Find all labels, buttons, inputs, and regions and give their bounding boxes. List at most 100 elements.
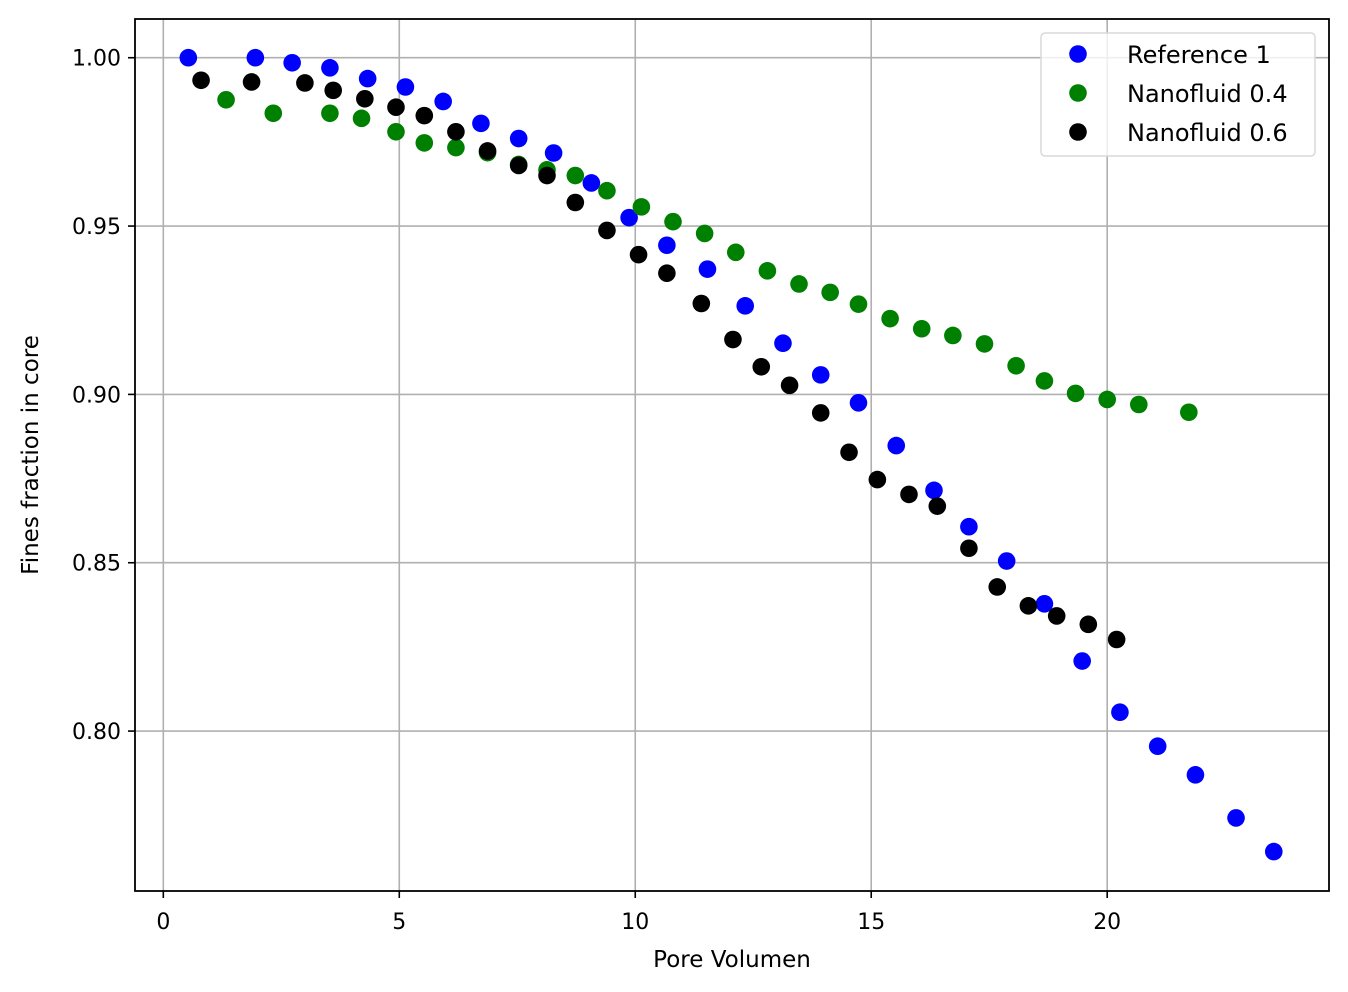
- data-point: [736, 297, 755, 315]
- x-tick-label: 20: [1093, 910, 1121, 935]
- legend-box: [1040, 32, 1316, 157]
- data-point: [881, 309, 899, 328]
- data-point: [632, 198, 651, 216]
- data-point: [566, 193, 585, 212]
- legend-marker: [1069, 45, 1087, 63]
- y-tick-label: 0.90: [72, 383, 121, 408]
- data-point: [960, 539, 978, 558]
- data-point: [283, 53, 301, 72]
- legend-label: Nanofluid 0.6: [1127, 119, 1288, 147]
- data-point: [264, 104, 283, 123]
- data-point: [192, 71, 210, 90]
- data-point: [1035, 595, 1054, 613]
- data-point: [724, 330, 742, 349]
- data-point: [1098, 390, 1116, 409]
- data-point: [811, 366, 830, 384]
- data-point: [997, 552, 1016, 570]
- data-point: [582, 174, 601, 192]
- data-point: [358, 69, 377, 88]
- data-point: [1079, 615, 1098, 634]
- data-point: [726, 243, 745, 262]
- data-point: [658, 264, 676, 282]
- data-point: [352, 109, 371, 128]
- data-point: [1073, 652, 1091, 670]
- data-point: [1111, 703, 1129, 722]
- y-tick-label: 0.80: [72, 720, 121, 745]
- data-point: [887, 436, 906, 455]
- x-axis-ticks: 0 5 10 15 20: [156, 891, 1121, 935]
- legend-label: Nanofluid 0.4: [1127, 80, 1288, 108]
- data-point: [821, 283, 839, 302]
- x-tick-label: 0: [156, 910, 170, 935]
- data-point: [415, 134, 434, 152]
- data-point: [900, 485, 918, 504]
- data-point: [658, 236, 676, 255]
- data-point: [849, 394, 868, 412]
- data-point: [598, 181, 616, 200]
- data-point: [944, 326, 962, 345]
- data-point: [695, 224, 714, 243]
- x-axis-label: Pore Volumen: [653, 947, 811, 973]
- data-point: [544, 144, 563, 162]
- data-point: [811, 404, 830, 422]
- y-tick-label: 0.95: [72, 215, 121, 240]
- data-point: [840, 443, 858, 462]
- data-point: [321, 104, 339, 123]
- data-point: [664, 212, 682, 231]
- data-point: [396, 78, 415, 96]
- data-point: [356, 89, 374, 108]
- x-tick-label: 5: [392, 910, 406, 935]
- data-point: [447, 138, 465, 157]
- data-point: [1130, 395, 1148, 414]
- series-points: [179, 48, 1283, 861]
- data-point: [1107, 630, 1126, 649]
- x-tick-label: 10: [621, 910, 649, 935]
- data-point: [1066, 384, 1085, 403]
- legend-label: Reference 1: [1127, 41, 1271, 69]
- legend: Reference 1 Nanofluid 0.4 Nanofluid 0.6: [1040, 32, 1316, 157]
- y-tick-label: 0.85: [72, 552, 121, 577]
- y-axis-label: Fines fraction in core: [18, 335, 44, 575]
- data-point: [1186, 766, 1205, 784]
- data-point: [324, 81, 343, 100]
- data-point: [217, 91, 235, 109]
- data-point: [509, 156, 528, 175]
- data-point: [1180, 403, 1198, 422]
- data-point: [478, 142, 497, 160]
- series-points: [192, 71, 1126, 649]
- data-point: [246, 48, 265, 67]
- data-point: [472, 114, 490, 133]
- data-point: [321, 59, 339, 77]
- data-point: [960, 517, 978, 536]
- data-point: [242, 73, 261, 91]
- data-point: [629, 245, 648, 264]
- data-point: [1047, 607, 1066, 625]
- data-point: [387, 122, 405, 141]
- data-point: [387, 98, 405, 117]
- legend-marker: [1069, 123, 1087, 141]
- data-point: [790, 275, 808, 293]
- data-points: [179, 48, 1283, 861]
- data-point: [868, 470, 887, 489]
- data-point: [928, 497, 947, 515]
- data-point: [1019, 597, 1038, 615]
- data-point: [566, 166, 585, 185]
- data-point: [179, 48, 198, 67]
- data-point: [434, 92, 452, 111]
- y-tick-label: 1.00: [72, 47, 121, 72]
- data-point: [1227, 809, 1245, 827]
- legend-marker: [1069, 84, 1087, 102]
- data-point: [415, 106, 434, 125]
- data-point: [849, 295, 868, 313]
- data-point: [296, 74, 314, 92]
- data-point: [692, 294, 711, 313]
- data-point: [1264, 842, 1283, 861]
- data-point: [1148, 737, 1167, 756]
- y-axis-ticks: 0.80 0.85 0.90 0.95 1.00: [72, 47, 135, 745]
- data-point: [925, 481, 943, 500]
- data-point: [758, 262, 777, 280]
- data-point: [975, 335, 994, 353]
- data-point: [509, 129, 528, 148]
